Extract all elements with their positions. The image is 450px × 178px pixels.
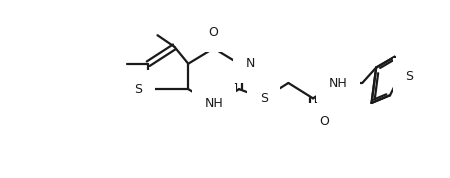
Text: O: O xyxy=(319,115,329,128)
Text: NH: NH xyxy=(328,77,347,90)
Text: S: S xyxy=(260,91,268,104)
Text: S: S xyxy=(405,70,414,83)
Text: NH: NH xyxy=(204,97,223,110)
Text: S: S xyxy=(134,83,142,96)
Text: O: O xyxy=(209,26,219,39)
Text: N: N xyxy=(245,57,255,70)
